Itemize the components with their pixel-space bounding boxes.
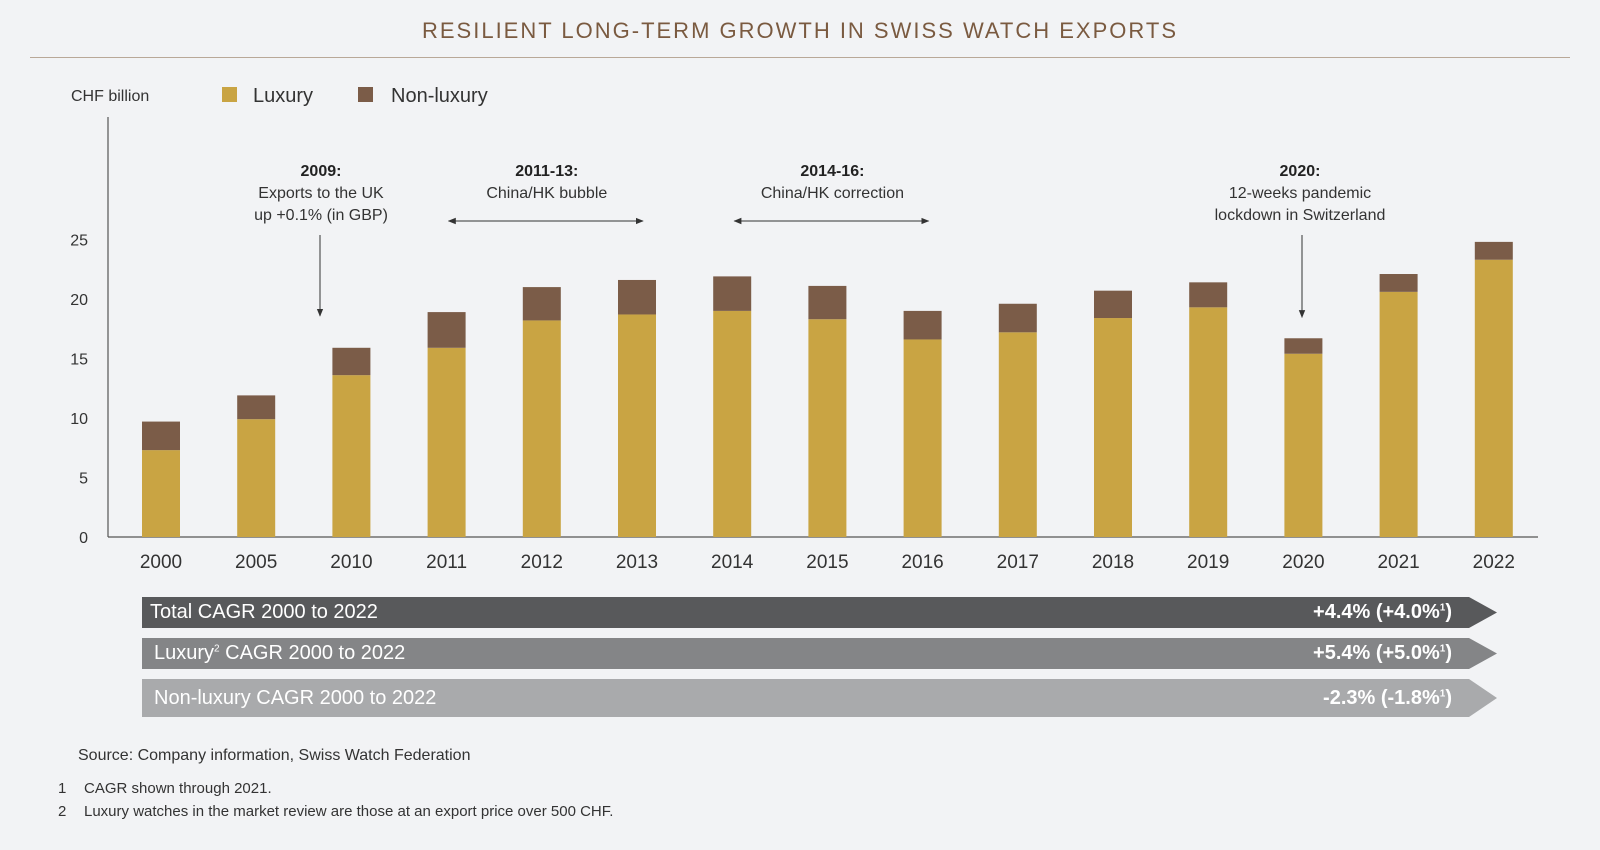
bar-non-luxury-2005: [237, 395, 276, 420]
bar-non-luxury-2016: [903, 310, 942, 340]
x-tick-label-2011: 2011: [426, 552, 467, 573]
annotation-title-3: 2020:: [1280, 163, 1321, 180]
bar-non-luxury-2018: [1094, 290, 1132, 319]
annotation-title-0: 2009:: [301, 163, 342, 180]
bar-luxury-2015: [808, 319, 847, 537]
source-note: Source: Company information, Swiss Watch…: [78, 747, 471, 764]
legend-label-luxury: Luxury: [253, 85, 313, 107]
bar-luxury-2013: [618, 314, 656, 537]
bar-luxury-2005: [237, 419, 276, 537]
cagr-nonluxury-bar: Non-luxury CAGR 2000 to 2022 -2.3% (-1.8…: [142, 679, 1497, 717]
bar-non-luxury-2015: [808, 285, 847, 320]
bar-non-luxury-2012: [522, 287, 561, 321]
annotation-text-1-0: China/HK bubble: [486, 185, 607, 202]
bar-non-luxury-2021: [1379, 274, 1418, 292]
x-tick-label-2005: 2005: [235, 552, 277, 573]
x-tick-label-2000: 2000: [140, 552, 182, 573]
cagr-total-value: +4.4% (+4.0%1): [1313, 601, 1452, 623]
bar-luxury-2010: [332, 375, 371, 537]
legend-swatch-luxury: [222, 87, 237, 102]
y-tick-label-5: 5: [79, 471, 88, 488]
x-tick-label-2021: 2021: [1377, 552, 1419, 573]
x-tick-label-2022: 2022: [1473, 552, 1515, 573]
cagr-total-label: Total CAGR 2000 to 2022: [150, 601, 378, 623]
footnote-2: 2 Luxury watches in the market review are…: [58, 803, 614, 820]
x-tick-label-2018: 2018: [1092, 552, 1134, 573]
y-tick-label-25: 25: [70, 233, 88, 250]
bar-non-luxury-2000: [142, 421, 180, 451]
x-tick-label-2015: 2015: [806, 552, 848, 573]
bar-luxury-2016: [903, 339, 942, 537]
bar-non-luxury-2019: [1189, 282, 1228, 308]
x-tick-label-2017: 2017: [997, 552, 1039, 573]
bar-non-luxury-2022: [1474, 241, 1513, 260]
legend-label-non-luxury: Non-luxury: [391, 85, 488, 107]
annotation-text-0-0: Exports to the UK: [258, 185, 384, 202]
bar-non-luxury-2010: [332, 347, 371, 376]
bar-luxury-2017: [998, 332, 1037, 537]
bar-luxury-2022: [1474, 259, 1513, 537]
footnote-1: 1 CAGR shown through 2021.: [58, 780, 272, 797]
cagr-nonluxury-label: Non-luxury CAGR 2000 to 2022: [154, 686, 437, 709]
y-tick-label-0: 0: [79, 530, 88, 547]
annotation-text-3-1: lockdown in Switzerland: [1215, 207, 1386, 224]
legend-swatch-non-luxury: [358, 87, 373, 102]
annotation-text-2-0: China/HK correction: [761, 185, 904, 202]
cagr-luxury-value: +5.4% (+5.0%1): [1313, 642, 1452, 664]
cagr-luxury-bar: Luxury2 CAGR 2000 to 2022 +5.4% (+5.0%1): [142, 638, 1497, 669]
bar-luxury-2020: [1284, 353, 1323, 537]
bar-luxury-2018: [1094, 318, 1132, 537]
cagr-total-bar: Total CAGR 2000 to 2022 +4.4% (+4.0%1): [142, 597, 1497, 628]
bar-luxury-2011: [427, 347, 466, 537]
cagr-luxury-label: Luxury2 CAGR 2000 to 2022: [154, 642, 406, 664]
bar-non-luxury-2014: [713, 276, 752, 311]
annotation-title-2: 2014-16:: [800, 163, 864, 180]
x-tick-label-2010: 2010: [330, 552, 372, 573]
x-tick-label-2014: 2014: [711, 552, 754, 573]
bar-luxury-2014: [713, 310, 752, 537]
bar-luxury-2000: [142, 450, 180, 537]
bar-luxury-2019: [1189, 307, 1228, 537]
annotation-text-0-1: up +0.1% (in GBP): [254, 207, 388, 224]
bar-non-luxury-2013: [618, 279, 656, 315]
bar-luxury-2021: [1379, 291, 1418, 537]
bar-non-luxury-2020: [1284, 338, 1323, 354]
bar-luxury-2012: [522, 320, 561, 537]
x-tick-label-2016: 2016: [901, 552, 943, 573]
x-tick-label-2019: 2019: [1187, 552, 1229, 573]
annotation-text-3-0: 12-weeks pandemic: [1229, 185, 1371, 202]
title-divider: [30, 57, 1570, 58]
y-tick-label-15: 15: [70, 352, 88, 369]
annotation-title-1: 2011-13:: [515, 163, 578, 180]
y-axis-label: CHF billion: [71, 88, 149, 105]
chart-title: RESILIENT LONG-TERM GROWTH IN SWISS WATC…: [421, 18, 1178, 43]
x-tick-label-2012: 2012: [521, 552, 563, 573]
cagr-nonluxury-value: -2.3% (-1.8%1): [1323, 686, 1452, 709]
x-tick-label-2020: 2020: [1282, 552, 1324, 573]
x-tick-label-2013: 2013: [616, 552, 658, 573]
y-tick-label-10: 10: [70, 411, 88, 428]
bar-non-luxury-2011: [427, 312, 466, 348]
stacked-bar-chart: CHF billion 0 5 10 15 20 25 Luxury Non-luxury 200…: [70, 85, 1538, 573]
bar-non-luxury-2017: [998, 303, 1037, 333]
y-tick-label-20: 20: [70, 292, 88, 309]
